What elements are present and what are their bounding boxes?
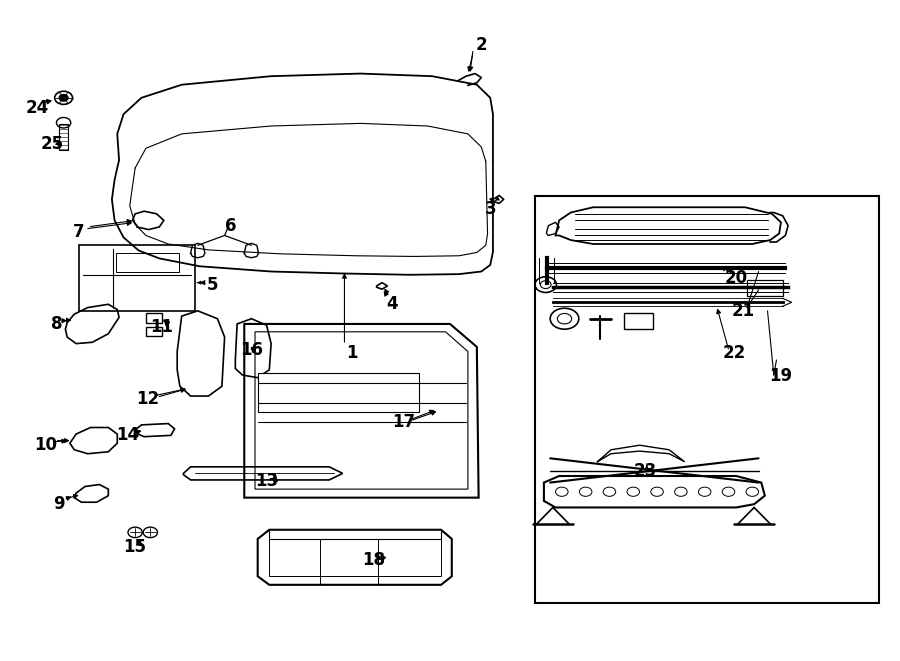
- Text: 6: 6: [225, 217, 237, 235]
- Text: 9: 9: [53, 495, 65, 513]
- Text: 5: 5: [207, 276, 219, 293]
- Text: 21: 21: [732, 302, 755, 320]
- Text: 22: 22: [723, 344, 746, 362]
- Bar: [535, 196, 879, 603]
- Bar: [747, 280, 783, 296]
- Bar: [146, 313, 162, 323]
- Text: 4: 4: [386, 295, 398, 313]
- Text: 2: 2: [475, 36, 487, 54]
- Bar: [146, 327, 162, 336]
- Text: 10: 10: [34, 436, 58, 454]
- Bar: [257, 373, 418, 412]
- Text: 24: 24: [25, 98, 49, 116]
- Text: 13: 13: [255, 472, 278, 490]
- Text: 20: 20: [724, 269, 748, 287]
- Text: 16: 16: [240, 341, 263, 359]
- Bar: [59, 124, 68, 150]
- Text: 8: 8: [50, 315, 62, 333]
- Text: 12: 12: [136, 391, 159, 408]
- Text: 11: 11: [150, 318, 174, 336]
- Text: 25: 25: [40, 135, 64, 153]
- Text: 7: 7: [73, 223, 85, 241]
- Text: 17: 17: [392, 413, 415, 431]
- Bar: [116, 253, 179, 272]
- Text: 19: 19: [770, 368, 793, 385]
- Bar: [79, 245, 195, 311]
- Circle shape: [59, 95, 68, 101]
- Text: 1: 1: [346, 344, 357, 362]
- Text: 15: 15: [123, 538, 147, 556]
- Text: 14: 14: [116, 426, 140, 444]
- Bar: [625, 313, 653, 329]
- Text: 23: 23: [634, 463, 657, 481]
- Text: 3: 3: [484, 200, 496, 218]
- Text: 18: 18: [363, 551, 385, 569]
- Bar: [269, 539, 441, 576]
